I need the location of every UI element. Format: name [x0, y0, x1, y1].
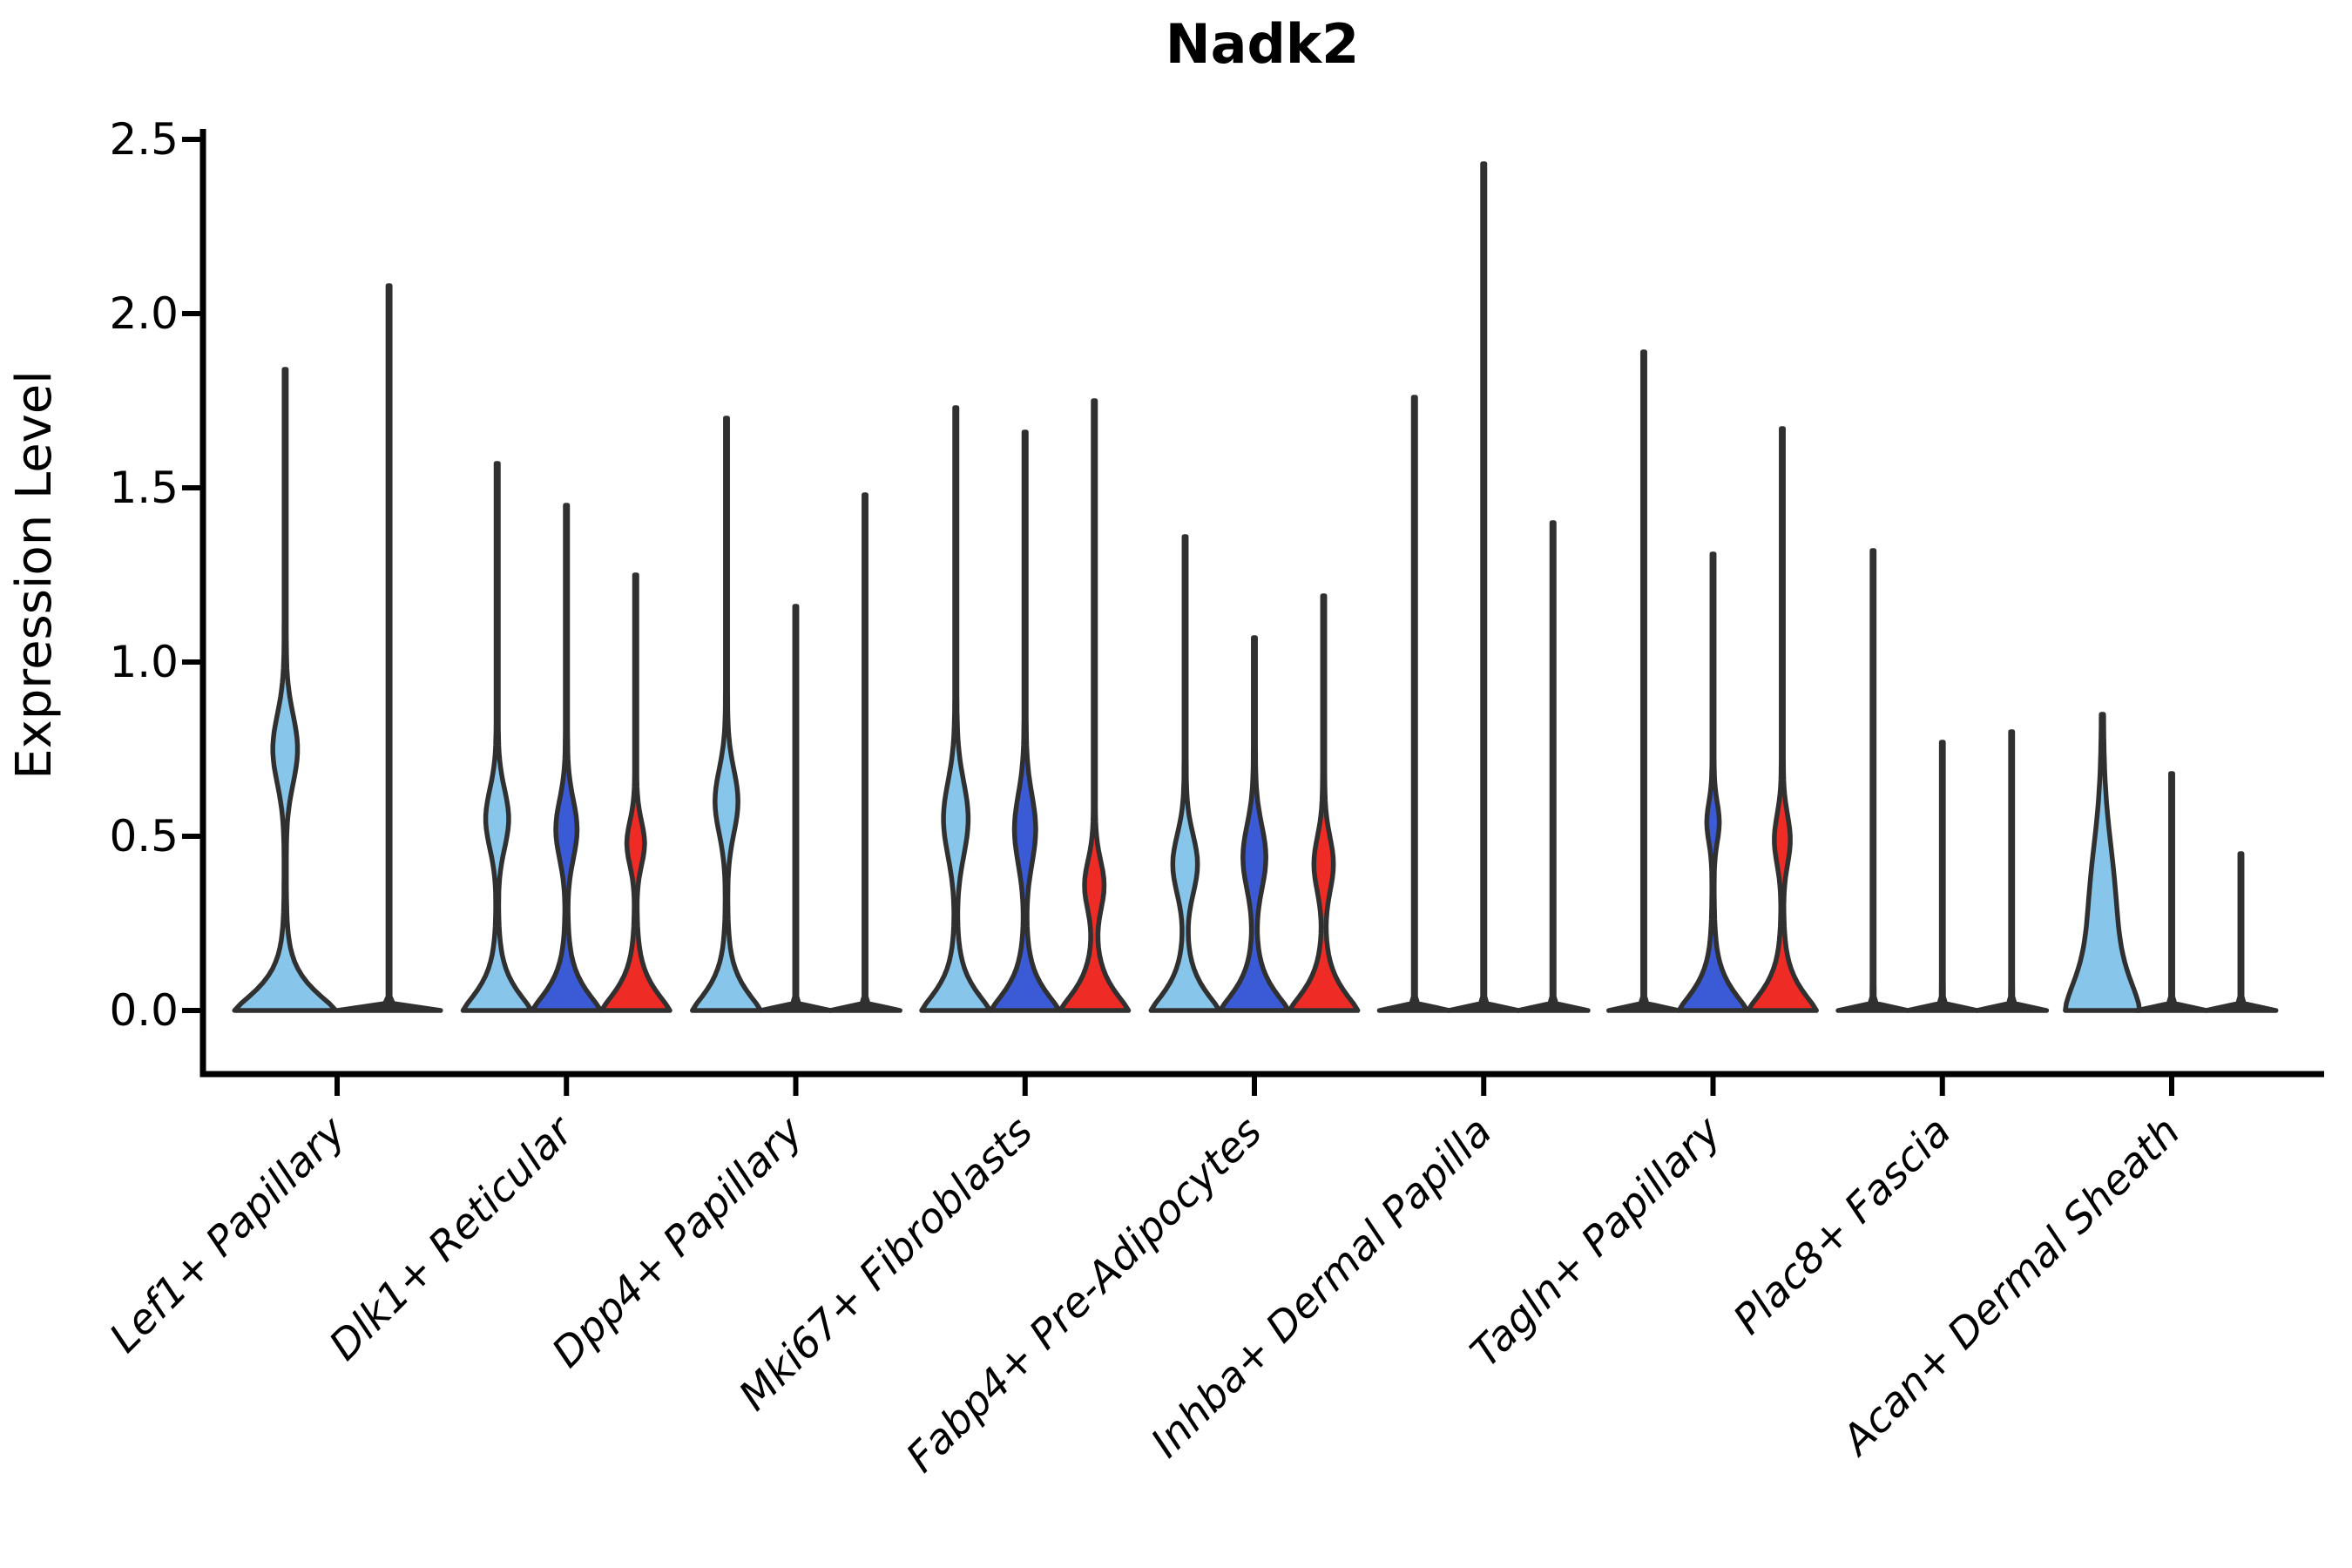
violin-8-2 — [2203, 851, 2279, 1013]
y-tick-label: 0.0 — [109, 985, 179, 1036]
y-axis-label: Expression Level — [6, 370, 63, 780]
violin-2-2 — [828, 492, 902, 1013]
violin-7-1 — [1904, 740, 1980, 1013]
violin-3-1 — [988, 429, 1062, 1013]
violin-6-1 — [1676, 551, 1750, 1013]
x-tick-labels: Lef1+ Papillary Dlk1+ Reticular Dpp4+ Pa… — [100, 1106, 2189, 1482]
y-tick-label: 0.5 — [109, 811, 179, 862]
violin-1-1 — [530, 503, 604, 1013]
x-tick-label-tagln-papillary: Tagln+ Papillary — [1462, 1107, 1732, 1377]
violin-6-2 — [1746, 426, 1819, 1013]
violin-8-1 — [2134, 771, 2209, 1013]
violin-5-0 — [1376, 395, 1452, 1013]
y-tick-label: 1.5 — [109, 463, 179, 513]
violin-0-0 — [232, 367, 339, 1013]
violin-4-1 — [1218, 635, 1291, 1013]
chart-title: Nadk2 — [1166, 12, 1359, 76]
y-tick-label: 1.0 — [109, 637, 179, 687]
x-tick-label-lef1-papillary: Lef1+ Papillary — [100, 1107, 355, 1362]
violin-7-0 — [1835, 548, 1911, 1013]
tick-marks — [182, 137, 2174, 1096]
violin-5-1 — [1446, 161, 1522, 1013]
violin-1-2 — [598, 572, 672, 1013]
x-tick-label-plac8-fascia: Plac8+ Fascia — [1724, 1108, 1960, 1344]
axes-spines — [199, 129, 2324, 1078]
violin-3-2 — [1058, 398, 1132, 1013]
violin-6-0 — [1606, 349, 1681, 1013]
y-tick-labels: 0.0 0.5 1.0 1.5 2.0 2.5 — [109, 114, 179, 1036]
violin-2-1 — [758, 604, 834, 1013]
violin-1-0 — [460, 461, 534, 1013]
violin-5-2 — [1515, 520, 1591, 1013]
violin-4-0 — [1148, 534, 1222, 1013]
y-tick-label: 2.5 — [109, 114, 179, 165]
violin-7-2 — [1974, 729, 2050, 1013]
x-tick-label-dpp4-papillary: Dpp4+ Papillary — [543, 1107, 813, 1377]
y-tick-label: 2.0 — [109, 288, 179, 339]
violin-3-0 — [919, 405, 993, 1013]
violin-4-2 — [1287, 593, 1361, 1013]
violin-layer — [232, 161, 2279, 1013]
x-tick-label-dlk1-reticular: Dlk1+ Reticular — [321, 1106, 585, 1370]
violin-2-0 — [690, 416, 763, 1013]
violin-8-0 — [2063, 712, 2142, 1013]
violin-0-1 — [335, 283, 443, 1013]
